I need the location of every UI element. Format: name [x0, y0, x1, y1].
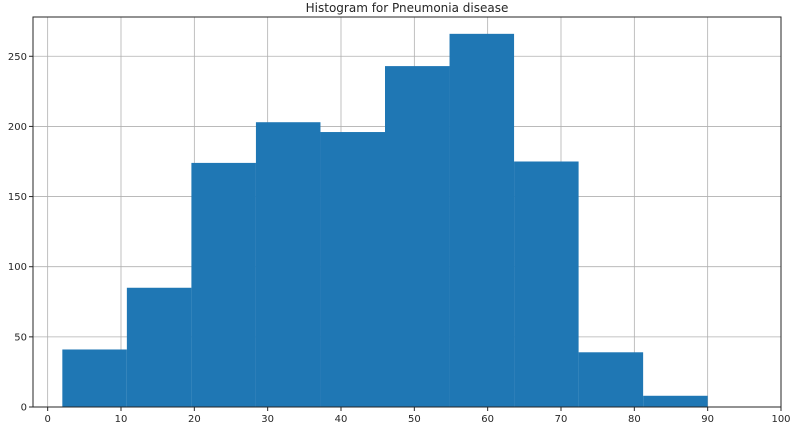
- y-tick-label: 200: [8, 122, 27, 133]
- x-tick-label: 50: [408, 414, 421, 425]
- x-tick-label: 70: [555, 414, 568, 425]
- y-tick-label: 250: [8, 52, 27, 63]
- plot-frame: [32, 16, 782, 408]
- x-tick-label: 100: [771, 414, 790, 425]
- x-tick-label: 80: [628, 414, 641, 425]
- chart-title: Histogram for Pneumonia disease: [306, 1, 509, 15]
- histogram-bar: [191, 162, 256, 407]
- y-tick-label: 150: [8, 192, 27, 203]
- x-tick-label: 30: [261, 414, 274, 425]
- histogram-bar: [62, 349, 127, 407]
- histogram-bar: [514, 161, 579, 407]
- x-tick-label: 40: [335, 414, 348, 425]
- y-tick-label: 0: [21, 403, 27, 414]
- y-tick-label: 50: [14, 332, 27, 343]
- histogram-bar: [320, 132, 385, 408]
- x-axis-ticks: 0 10 20 30 40 50 60 70 80 90 100: [44, 407, 791, 425]
- histogram-bar: [385, 66, 450, 408]
- x-tick-label: 90: [701, 414, 714, 425]
- histogram-bar: [255, 122, 321, 408]
- y-axis-ticks: 0 50 100 150 200 250: [8, 52, 33, 414]
- histogram-bar: [449, 33, 515, 407]
- y-tick-label: 100: [8, 262, 27, 273]
- x-tick-label: 20: [188, 414, 201, 425]
- histogram-bars: [62, 33, 708, 408]
- histogram-bar: [126, 287, 192, 407]
- histogram-bar: [643, 395, 708, 407]
- histogram-bar: [578, 352, 644, 407]
- x-tick-label: 10: [115, 414, 128, 425]
- x-tick-label: 0: [44, 414, 50, 425]
- x-tick-label: 60: [481, 414, 494, 425]
